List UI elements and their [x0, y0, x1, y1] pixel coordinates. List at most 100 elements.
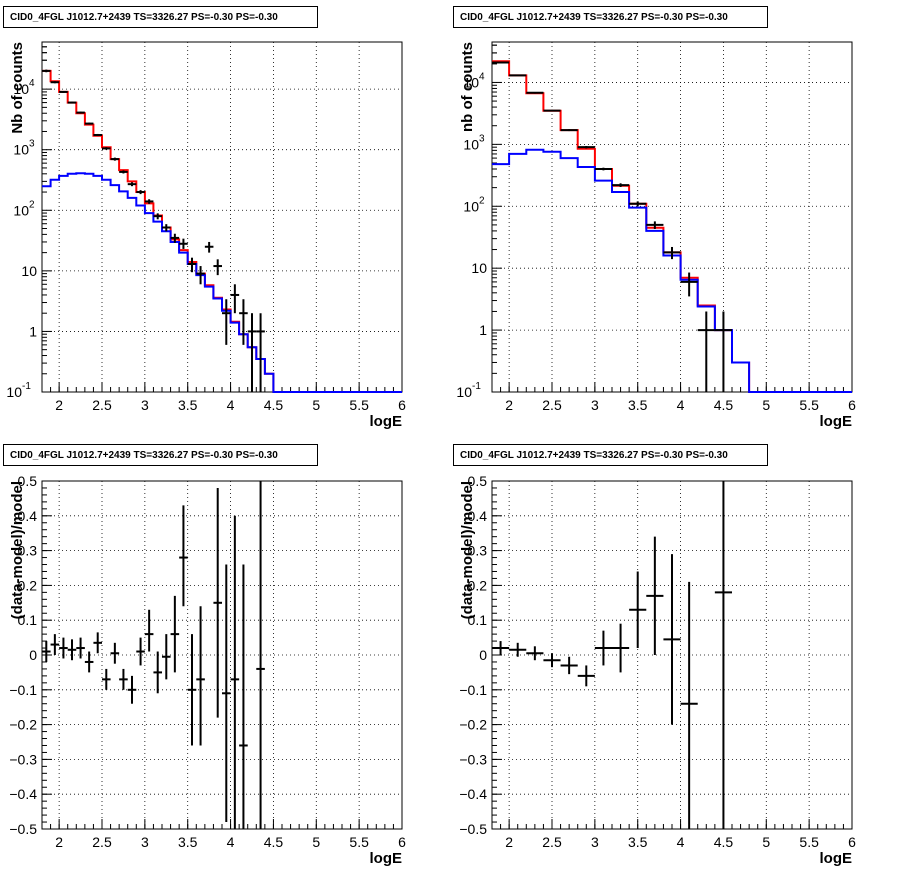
- x-tick-label: 4.5: [264, 834, 284, 850]
- y-tick-label: 10 3: [463, 133, 485, 152]
- y-tick-base: 10: [13, 81, 29, 97]
- data-point: [196, 606, 205, 746]
- data-point: [84, 651, 94, 673]
- data-point: [492, 61, 510, 64]
- data-point: [663, 554, 681, 725]
- y-tick-exponent: 3: [479, 133, 485, 144]
- y-tick-label: 0.3: [18, 543, 38, 559]
- x-tick-label: 4: [677, 834, 685, 850]
- y-tick-label: 10: [21, 263, 37, 279]
- data-point: [509, 642, 527, 657]
- x-tick-label: 5.5: [799, 834, 819, 850]
- x-tick-label: 5: [762, 834, 770, 850]
- data-point: [187, 257, 197, 273]
- y-tick-label: 1: [479, 322, 487, 338]
- data-point: [153, 213, 162, 220]
- y-tick-label: 10 2: [13, 199, 35, 218]
- data-point: [42, 69, 51, 73]
- x-tick-label: 4.5: [714, 834, 734, 850]
- x-tick-label: 3.5: [628, 397, 648, 413]
- data-point: [629, 571, 647, 649]
- x-axis-title: logE: [820, 413, 853, 430]
- y-tick-label: 10 -1: [6, 381, 31, 400]
- data-point: [543, 653, 561, 668]
- data-point: [230, 515, 240, 829]
- y-tick-label: −0.1: [9, 682, 37, 698]
- y-tick-exponent: 2: [29, 199, 35, 210]
- data-point: [76, 637, 85, 659]
- data-point: [204, 241, 214, 253]
- y-tick-exponent: 2: [479, 195, 485, 206]
- data-point: [170, 233, 180, 243]
- data-point: [162, 224, 171, 232]
- data-point: [256, 481, 265, 829]
- x-tick-label: 3.5: [178, 834, 198, 850]
- pad1-title: CID0_4FGL J1012.7+2439 TS=3326.27 PS=-0.…: [3, 6, 318, 28]
- data-point: [222, 299, 231, 345]
- data-point: [247, 313, 257, 392]
- data-point: [492, 641, 510, 655]
- y-tick-label: −0.2: [9, 717, 37, 733]
- data-point: [102, 668, 111, 690]
- data-point: [230, 284, 240, 314]
- pad-3: 2 2.5 3 3.5 4 4.5 5 5.5 6 −0.5 −0.4 −0.3 −0.2 −0.1 0 0.…: [9, 473, 406, 867]
- pad-4: 2 2.5 3 3.5 4 4.5 5 5.5 6 −0.5 −0.4 −0.3 −0.2 −0.1 0 0.…: [459, 473, 856, 867]
- y-tick-exponent: -1: [472, 381, 481, 392]
- data-point: [179, 505, 188, 607]
- data-point: [680, 272, 698, 297]
- data-point: [543, 109, 561, 112]
- data-point: [187, 634, 197, 746]
- data-point: [612, 183, 630, 187]
- data-point: [67, 639, 77, 661]
- y-tick-label: 10 4: [463, 71, 485, 90]
- y-tick-label: 0.1: [18, 612, 38, 628]
- data-point: [222, 564, 231, 823]
- pad4-title: CID0_4FGL J1012.7+2439 TS=3326.27 PS=-0.…: [453, 444, 768, 466]
- data-point: [256, 313, 265, 392]
- y-tick-exponent: 3: [29, 139, 35, 150]
- x-tick-label: 6: [848, 834, 856, 850]
- y-tick-label: −0.5: [459, 821, 487, 837]
- data-point: [594, 630, 612, 666]
- series-red-histogram: [42, 69, 402, 393]
- y-tick-label: 0: [479, 647, 487, 663]
- data-point: [170, 595, 180, 673]
- pad3-title: CID0_4FGL J1012.7+2439 TS=3326.27 PS=-0.…: [3, 444, 318, 466]
- y-tick-label: −0.1: [459, 682, 487, 698]
- y-tick-label: 0: [29, 647, 37, 663]
- y-tick-label: −0.4: [9, 786, 37, 802]
- y-tick-base: 10: [463, 74, 479, 90]
- data-point: [144, 609, 154, 652]
- y-tick-label: 0.2: [18, 577, 38, 593]
- data-point: [646, 536, 664, 655]
- y-tick-label: 0.5: [468, 473, 488, 489]
- data-point: [136, 190, 145, 195]
- y-tick-label: 10 2: [463, 195, 485, 214]
- y-tick-text: 10: [471, 260, 487, 276]
- data-point: [93, 632, 102, 654]
- data-point: [213, 487, 222, 718]
- x-tick-label: 2.5: [542, 834, 562, 850]
- data-point: [714, 481, 732, 829]
- x-tick-label: 4.5: [264, 397, 284, 413]
- data-point: [612, 623, 630, 673]
- data-point: [577, 665, 595, 687]
- x-tick-label: 6: [848, 397, 856, 413]
- data-point: [577, 146, 595, 149]
- y-tick-text: 1: [29, 323, 37, 339]
- plot-frame: [41, 41, 403, 393]
- data-point: [76, 111, 85, 114]
- data-point: [84, 122, 94, 125]
- y-tick-base: 10: [6, 384, 22, 400]
- data-point: [162, 634, 171, 680]
- data-point: [153, 651, 162, 694]
- data-point: [93, 133, 102, 137]
- x-tick-label: 2: [505, 834, 513, 850]
- data-point: [239, 299, 248, 345]
- y-tick-label: 10 3: [13, 139, 35, 158]
- data-point: [526, 91, 544, 94]
- data-point: [144, 199, 154, 204]
- data-point: [594, 167, 612, 171]
- y-tick-label: −0.2: [459, 717, 487, 733]
